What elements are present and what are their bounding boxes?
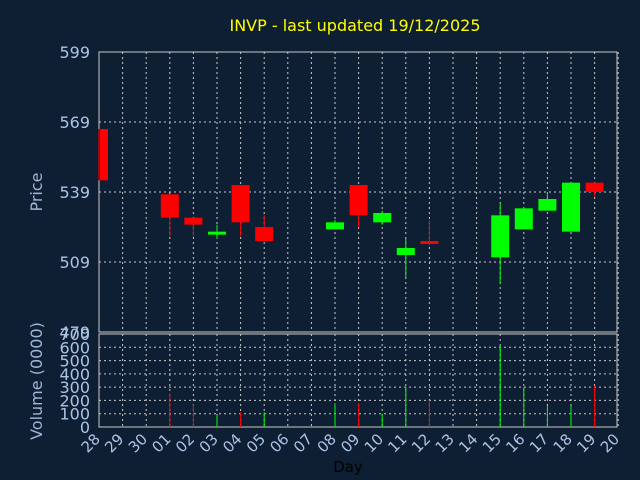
volume-tick-label: 600 (59, 338, 90, 357)
x-tick-label: 09 (337, 430, 363, 456)
price-tick-label: 479 (59, 323, 90, 342)
candle-body (491, 215, 510, 258)
candle-body (420, 241, 439, 244)
price-y-ticks: 599 569 539 509 479 (59, 43, 90, 342)
x-tick-label: 05 (243, 430, 269, 456)
candle-body (396, 248, 415, 255)
x-tick-label: 06 (266, 430, 292, 456)
candle (491, 203, 510, 283)
volume-tick-label: 700 (59, 325, 90, 344)
candle-body (100, 129, 108, 181)
candle (98, 129, 108, 181)
candles (98, 129, 604, 283)
price-tick-label: 509 (59, 253, 90, 272)
x-tick-label: 12 (408, 430, 434, 456)
candle (184, 217, 203, 237)
x-tick-label: 04 (219, 430, 245, 456)
candle (514, 208, 533, 230)
candle-body (349, 185, 368, 216)
candle (326, 220, 344, 230)
price-panel: 599 569 539 509 479 Price (27, 43, 619, 342)
candle-body (160, 194, 179, 218)
x-tick-label: 11 (384, 430, 410, 456)
volume-plot-frame (98, 333, 618, 428)
x-tick-label: 01 (148, 430, 174, 456)
candle (208, 224, 226, 239)
candle-body (326, 222, 344, 230)
x-tick-label: 15 (479, 430, 505, 456)
x-tick-label: 19 (573, 430, 599, 456)
volume-tick-label: 400 (59, 365, 90, 384)
candle-body (373, 213, 392, 223)
price-tick-label: 599 (59, 43, 90, 62)
x-tick-label: 18 (550, 430, 576, 456)
x-axis-ticks: 2829300102030405060708091011121314151617… (78, 430, 623, 456)
volume-tick-label: 300 (59, 378, 90, 397)
price-tick-label: 569 (59, 113, 90, 132)
x-axis-label: Day (333, 458, 363, 476)
candle (373, 210, 392, 225)
x-tick-label: 20 (597, 430, 623, 456)
x-tick-label: 10 (361, 430, 387, 456)
candle (255, 215, 274, 241)
candle (538, 192, 557, 211)
volume-tick-label: 500 (59, 352, 90, 371)
x-tick-label: 03 (196, 430, 222, 456)
x-tick-label: 14 (455, 430, 481, 456)
candle-body (585, 182, 604, 192)
candle (396, 238, 415, 279)
price-axis-label: Price (27, 172, 46, 211)
volume-tick-label: 100 (59, 405, 90, 424)
volume-bars (169, 345, 596, 427)
candle (349, 185, 368, 227)
x-tick-label: 13 (432, 430, 458, 456)
candle (420, 220, 439, 246)
candle-body (514, 208, 533, 230)
price-tick-label: 539 (59, 183, 90, 202)
x-tick-label: 17 (526, 430, 552, 456)
x-tick-label: 02 (172, 430, 198, 456)
volume-tick-label: 200 (59, 391, 90, 410)
x-tick-label: 16 (502, 430, 528, 456)
x-tick-label: 08 (314, 430, 340, 456)
x-tick-label: 29 (101, 430, 127, 456)
candle-body (231, 185, 250, 223)
candle-body (255, 227, 274, 241)
price-plot-frame (98, 51, 618, 333)
volume-axis-label: Volume (0000) (27, 322, 46, 440)
candle (562, 182, 580, 232)
candle-body (208, 231, 226, 235)
candle (585, 182, 604, 197)
x-tick-label: 30 (125, 430, 151, 456)
candle (231, 185, 250, 237)
candle-body (538, 199, 557, 211)
candle-body (562, 182, 580, 232)
volume-tick-label: 0 (80, 418, 90, 437)
candle-body (184, 217, 203, 225)
x-tick-label: 07 (290, 430, 316, 456)
chart-title: INVP - last updated 19/12/2025 (229, 16, 480, 35)
candle (160, 194, 179, 237)
